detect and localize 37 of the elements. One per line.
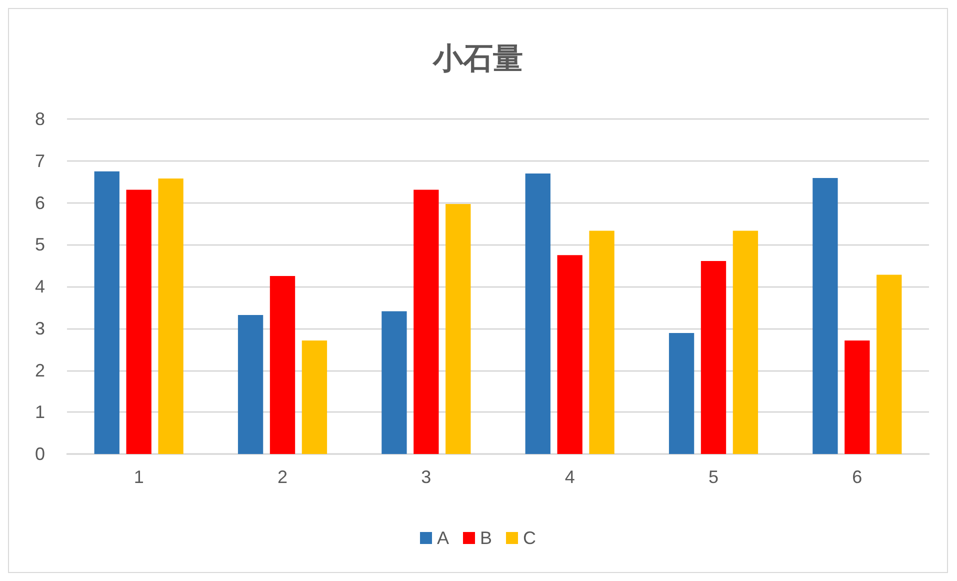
bar bbox=[844, 340, 870, 454]
bar bbox=[525, 173, 550, 454]
bar bbox=[557, 255, 582, 454]
bar bbox=[126, 190, 152, 454]
bar bbox=[414, 190, 439, 454]
bar bbox=[876, 274, 902, 454]
x-tick-label: 2 bbox=[277, 467, 288, 487]
bar bbox=[446, 204, 471, 454]
bar bbox=[732, 230, 758, 454]
bar bbox=[94, 171, 120, 454]
x-tick-label: 3 bbox=[421, 467, 432, 487]
chart-title: 小石量 bbox=[432, 42, 523, 76]
x-tick-label: 4 bbox=[564, 467, 575, 487]
bar bbox=[700, 260, 726, 454]
y-tick-label: 8 bbox=[34, 109, 45, 129]
legend-label: C bbox=[523, 528, 536, 548]
bar bbox=[158, 178, 184, 454]
y-tick-label: 0 bbox=[34, 444, 45, 464]
y-tick-label: 6 bbox=[34, 192, 45, 213]
y-tick-label: 4 bbox=[34, 276, 45, 296]
legend-label: B bbox=[480, 528, 492, 548]
y-tick-label: 3 bbox=[34, 318, 45, 338]
bar bbox=[589, 230, 614, 454]
bar bbox=[270, 276, 296, 454]
bar bbox=[812, 178, 838, 454]
x-tick-label: 1 bbox=[134, 467, 144, 487]
y-tick-label: 2 bbox=[34, 360, 45, 380]
legend-label: A bbox=[436, 528, 450, 548]
bar bbox=[302, 340, 328, 454]
y-tick-label: 1 bbox=[34, 402, 45, 422]
y-tick-label: 5 bbox=[34, 234, 45, 255]
bar bbox=[238, 314, 264, 454]
x-tick-label: 6 bbox=[852, 467, 862, 487]
bar bbox=[668, 332, 694, 454]
bar bbox=[382, 311, 407, 454]
x-tick-label: 5 bbox=[708, 467, 719, 487]
y-tick-label: 7 bbox=[34, 150, 45, 171]
